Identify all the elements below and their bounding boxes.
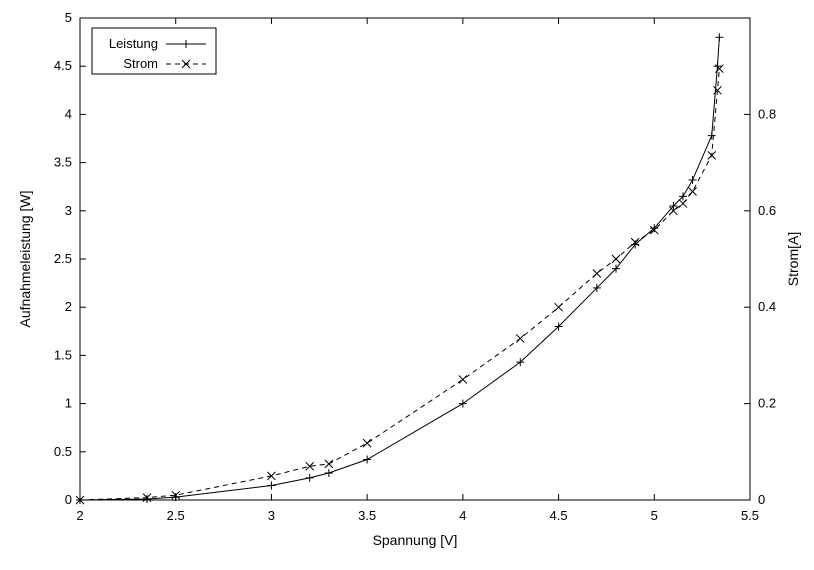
legend-label: Leistung bbox=[109, 36, 158, 51]
plot-area bbox=[80, 18, 750, 500]
line-chart: 2 2.5 3 3.5 4 4.5 5 5.5 Spannung [V] 0 0.5 1 1.5 2 2.5… bbox=[0, 0, 814, 570]
x-tick-label: 2.5 bbox=[167, 508, 185, 523]
y-left-tick-label: 5 bbox=[65, 10, 72, 25]
y-left-tick-label: 1.5 bbox=[54, 347, 72, 362]
y-left-tick-label: 3.5 bbox=[54, 155, 72, 170]
y-left-tick-label: 0 bbox=[65, 492, 72, 507]
legend-label: Strom bbox=[123, 56, 158, 71]
y-left-tick-label: 4.5 bbox=[54, 58, 72, 73]
y-left-tick-label: 3 bbox=[65, 203, 72, 218]
y-right-axis-label: Strom[A] bbox=[785, 232, 801, 286]
x-tick-label: 5.5 bbox=[741, 508, 759, 523]
y-right-tick-label: 0.8 bbox=[758, 106, 776, 121]
x-tick-label: 2 bbox=[76, 508, 83, 523]
y-left-tick-label: 2.5 bbox=[54, 251, 72, 266]
y-left-tick-label: 2 bbox=[65, 299, 72, 314]
x-tick-label: 3.5 bbox=[358, 508, 376, 523]
x-axis-label: Spannung [V] bbox=[373, 532, 458, 548]
y-left-tick-label: 0.5 bbox=[54, 444, 72, 459]
y-right-tick-label: 0 bbox=[758, 492, 765, 507]
x-tick-label: 4 bbox=[459, 508, 466, 523]
x-tick-label: 4.5 bbox=[550, 508, 568, 523]
x-tick-label: 5 bbox=[651, 508, 658, 523]
y-right-tick-label: 0.2 bbox=[758, 396, 776, 411]
x-tick-label: 3 bbox=[268, 508, 275, 523]
y-right-tick-label: 0.4 bbox=[758, 299, 776, 314]
y-left-tick-label: 1 bbox=[65, 396, 72, 411]
y-right-tick-label: 0.6 bbox=[758, 203, 776, 218]
y-left-tick-label: 4 bbox=[65, 106, 72, 121]
y-left-axis-label: Aufnahmeleistung [W] bbox=[17, 191, 33, 328]
